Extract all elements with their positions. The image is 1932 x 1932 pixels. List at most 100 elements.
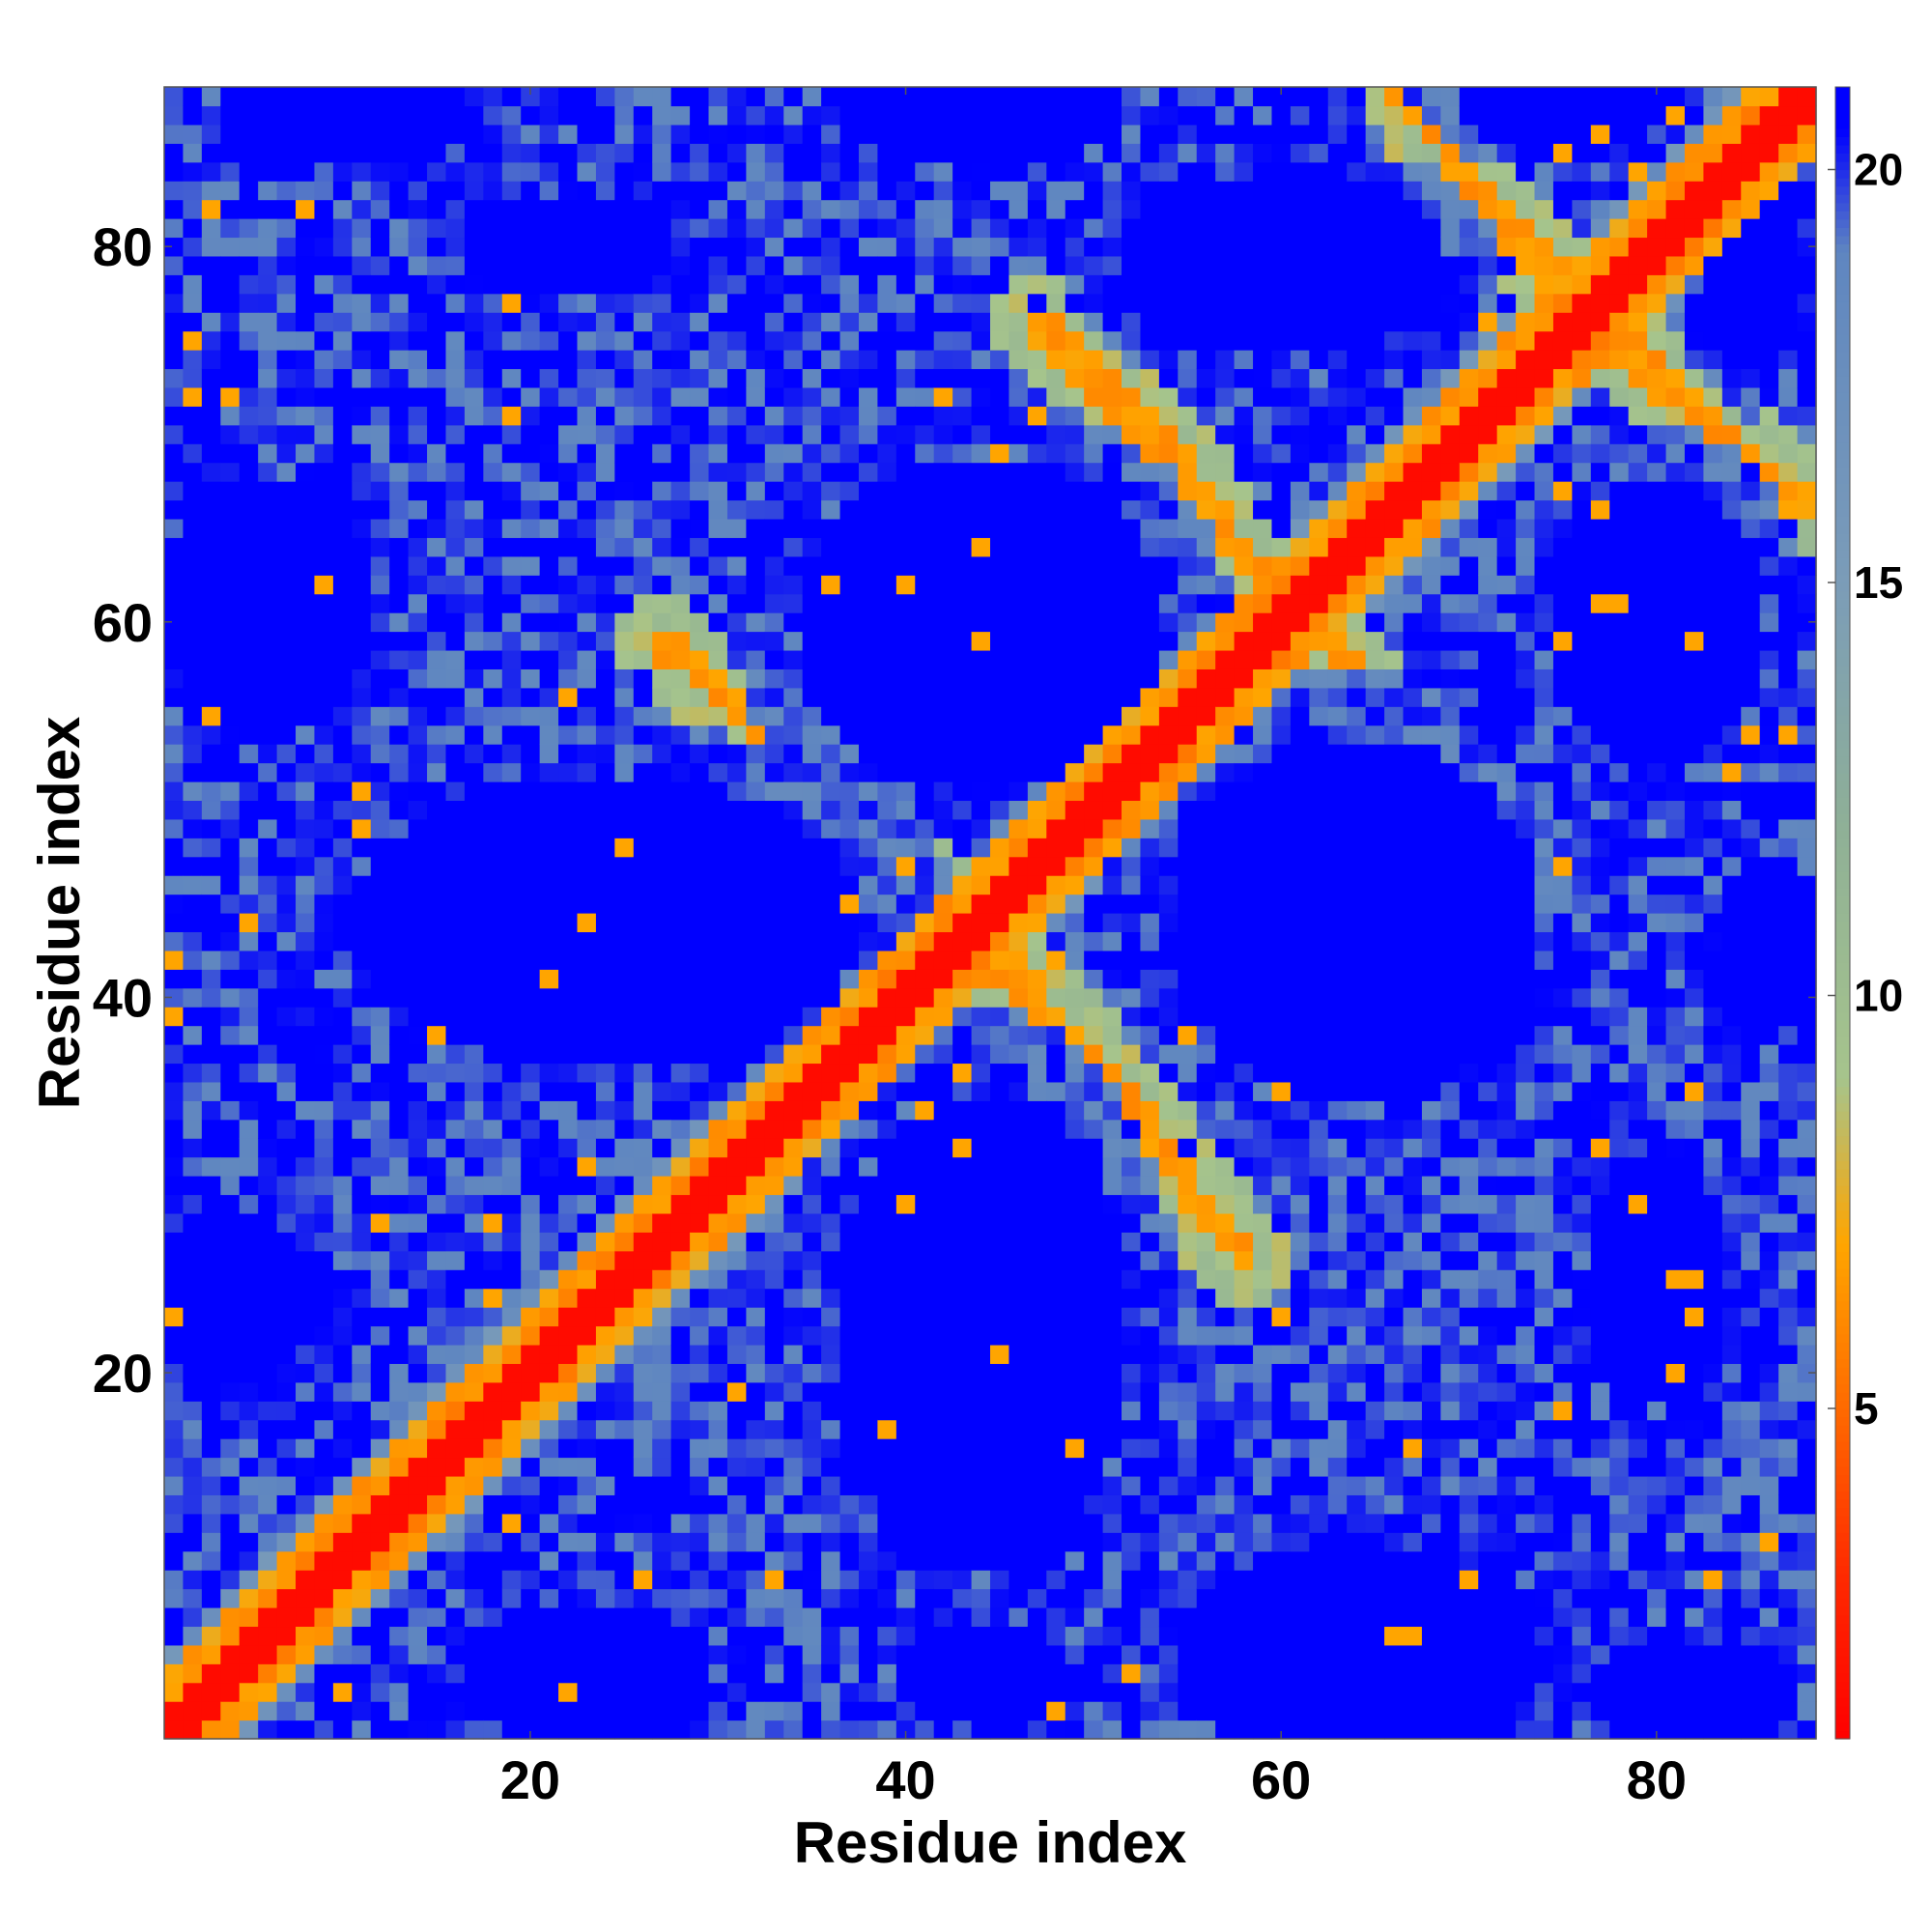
heatmap-cell bbox=[501, 668, 522, 689]
heatmap-cell bbox=[408, 649, 428, 669]
heatmap-cell bbox=[1102, 969, 1122, 989]
heatmap-cell bbox=[539, 1119, 559, 1139]
heatmap-cell bbox=[577, 1288, 597, 1308]
heatmap-cell bbox=[521, 593, 541, 613]
heatmap-cell bbox=[670, 1588, 691, 1608]
heatmap-cell bbox=[633, 293, 653, 313]
heatmap-cell bbox=[708, 1156, 728, 1177]
heatmap-cell bbox=[764, 518, 784, 538]
heatmap-cell bbox=[427, 649, 447, 669]
heatmap-cell bbox=[633, 105, 653, 126]
heatmap-cell bbox=[539, 143, 559, 163]
heatmap-cell bbox=[577, 818, 597, 838]
heatmap-cell bbox=[352, 1100, 372, 1121]
heatmap-cell bbox=[971, 1344, 991, 1364]
heatmap-cell bbox=[501, 181, 522, 201]
heatmap-cell bbox=[1196, 1307, 1216, 1327]
heatmap-cell bbox=[352, 1438, 372, 1459]
heatmap-cell bbox=[483, 1719, 503, 1740]
heatmap-cell bbox=[427, 1081, 447, 1101]
heatmap-cell bbox=[258, 199, 278, 219]
heatmap-cell bbox=[877, 913, 897, 933]
heatmap-cell bbox=[276, 668, 297, 689]
heatmap-cell bbox=[183, 143, 203, 163]
heatmap-cell bbox=[558, 1344, 579, 1364]
heatmap-cell bbox=[895, 143, 916, 163]
heatmap-cell bbox=[1046, 1550, 1066, 1571]
heatmap-cell bbox=[802, 1081, 822, 1101]
heatmap-cell bbox=[764, 969, 784, 989]
heatmap-cell bbox=[296, 1269, 316, 1290]
heatmap-cell bbox=[1122, 481, 1142, 501]
heatmap-cell bbox=[296, 1438, 316, 1459]
heatmap-cell bbox=[1065, 1438, 1085, 1459]
heatmap-cell bbox=[633, 762, 653, 782]
heatmap-cell bbox=[201, 1044, 221, 1065]
heatmap-cell bbox=[276, 1475, 297, 1495]
heatmap-cell bbox=[614, 1363, 635, 1383]
heatmap-cell bbox=[1178, 537, 1198, 557]
heatmap-cell bbox=[332, 1212, 353, 1233]
heatmap-cell bbox=[445, 181, 466, 201]
heatmap-cell bbox=[464, 649, 484, 669]
heatmap-cell bbox=[1065, 1626, 1085, 1646]
heatmap-cell bbox=[501, 1325, 522, 1346]
heatmap-cell bbox=[990, 1682, 1010, 1702]
heatmap-cell bbox=[670, 1081, 691, 1101]
heatmap-cell bbox=[746, 199, 766, 219]
heatmap-cell bbox=[1027, 1682, 1047, 1702]
heatmap-cell bbox=[558, 1663, 579, 1684]
heatmap-cell bbox=[370, 1212, 390, 1233]
heatmap-cell bbox=[746, 1081, 766, 1101]
heatmap-cell bbox=[726, 800, 747, 820]
heatmap-cell bbox=[164, 706, 185, 726]
heatmap-cell bbox=[1140, 1532, 1160, 1552]
heatmap-cell bbox=[352, 350, 372, 370]
heatmap-cell bbox=[708, 1325, 728, 1346]
heatmap-cell bbox=[389, 1682, 410, 1702]
heatmap-cell bbox=[802, 218, 822, 239]
heatmap-cell bbox=[1215, 1100, 1236, 1121]
heatmap-cell bbox=[1084, 499, 1104, 520]
heatmap-cell bbox=[220, 744, 241, 764]
heatmap-cell bbox=[915, 800, 935, 820]
heatmap-cell bbox=[332, 894, 353, 914]
heatmap-cell bbox=[1084, 481, 1104, 501]
heatmap-cell bbox=[296, 631, 316, 651]
heatmap-cell bbox=[1065, 1119, 1085, 1139]
heatmap-cell bbox=[690, 838, 710, 858]
heatmap-cell bbox=[877, 1156, 897, 1177]
heatmap-cell bbox=[1065, 218, 1085, 239]
heatmap-cell bbox=[389, 969, 410, 989]
heatmap-cell bbox=[971, 368, 991, 388]
heatmap-cell bbox=[445, 105, 466, 126]
heatmap-cell bbox=[220, 1250, 241, 1270]
heatmap-cell bbox=[595, 724, 615, 745]
heatmap-cell bbox=[258, 987, 278, 1008]
heatmap-cell bbox=[296, 1701, 316, 1721]
heatmap-cell bbox=[821, 1494, 841, 1515]
heatmap-cell bbox=[483, 255, 503, 275]
heatmap-cell bbox=[877, 312, 897, 332]
heatmap-cell bbox=[1196, 1438, 1216, 1459]
heatmap-cell bbox=[314, 368, 334, 388]
heatmap-cell bbox=[764, 575, 784, 595]
heatmap-cell bbox=[670, 856, 691, 876]
heatmap-cell bbox=[1084, 143, 1104, 163]
heatmap-cell bbox=[1102, 762, 1122, 782]
heatmap-cell bbox=[895, 762, 916, 782]
heatmap-cell bbox=[501, 687, 522, 707]
heatmap-cell bbox=[201, 1513, 221, 1533]
heatmap-cell bbox=[802, 330, 822, 351]
heatmap-cell bbox=[332, 368, 353, 388]
heatmap-cell bbox=[895, 199, 916, 219]
heatmap-cell bbox=[314, 1363, 334, 1383]
heatmap-cell bbox=[1196, 612, 1216, 633]
heatmap-cell bbox=[445, 218, 466, 239]
heatmap-cell bbox=[183, 161, 203, 182]
heatmap-cell bbox=[1178, 406, 1198, 426]
heatmap-cell bbox=[690, 1307, 710, 1327]
heatmap-cell bbox=[1046, 818, 1066, 838]
heatmap-cell bbox=[577, 575, 597, 595]
heatmap-cell bbox=[577, 537, 597, 557]
